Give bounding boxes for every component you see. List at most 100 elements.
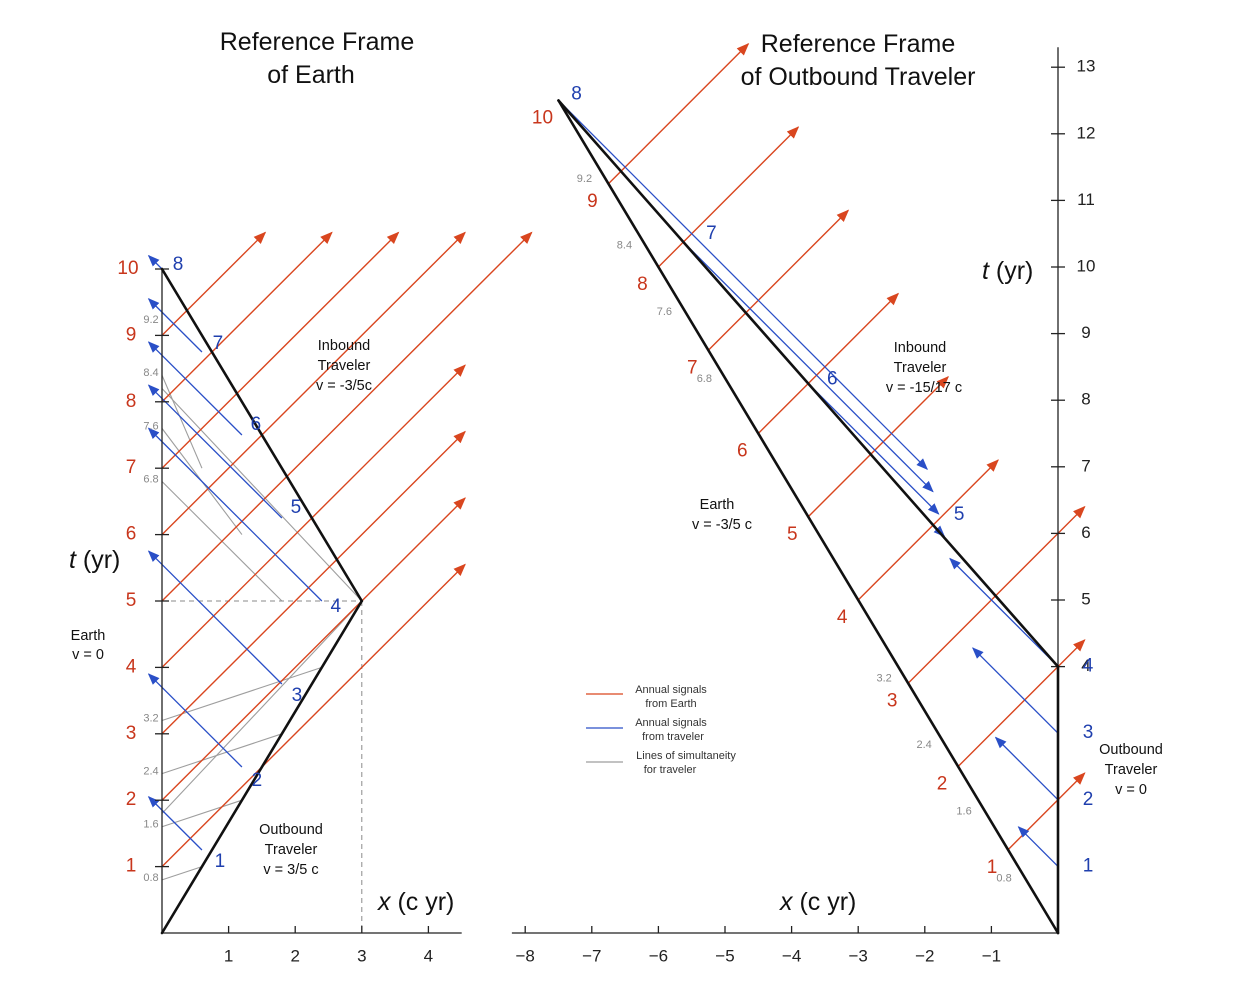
- earth-year-label: 2: [937, 774, 948, 795]
- left-labels: 1 2 3 4 1 2 3 4 5 6 7 8 9 10 1 2 3 4 5 6 7 8 0.8 1.6 2.4 3.2 6.8 7.…: [117, 254, 433, 965]
- x-tick-label: 3: [357, 946, 366, 965]
- right-traveler-signals: [558, 100, 1059, 867]
- simultaneity-label: 9.2: [577, 173, 592, 185]
- traveler-year-label: 5: [954, 504, 965, 525]
- simultaneity-label: 2.4: [916, 739, 931, 751]
- traveler-year-label: 6: [827, 369, 838, 390]
- earth-signal-arrow: [957, 639, 1086, 767]
- earth-year-label: 4: [126, 656, 137, 677]
- x-tick-label: −2: [915, 946, 934, 965]
- legend-label-traveler-2: from traveler: [642, 731, 704, 743]
- legend-label-simultaneity-2: for traveler: [644, 764, 697, 776]
- traveler-year-label: 4: [1083, 656, 1094, 677]
- earth-year-label: 3: [887, 690, 898, 711]
- earth-frame-panel: 1 2 3 4 1 2 3 4 5 6 7 8 9 10 1 2 3 4 5 6 7 8 0.8 1.6 2.4 3.2 6.8 7.…: [69, 28, 533, 965]
- earth-signal-arrow: [1007, 772, 1086, 851]
- traveler-signal-arrow: [682, 241, 934, 493]
- inbound-worldline: [160, 267, 364, 603]
- left-x-axis-label: x (c yr): [377, 888, 454, 916]
- earth-year-label: 3: [126, 723, 137, 744]
- right-worldlines: [557, 99, 1060, 935]
- traveler-year-label: 2: [252, 770, 263, 791]
- left-inbound-note-1: Inbound: [318, 338, 370, 354]
- right-x-axis-label: x (c yr): [779, 888, 856, 916]
- earth-signal-arrow: [707, 209, 850, 351]
- traveler-signal-arrow: [994, 736, 1059, 801]
- traveler-year-label: 7: [706, 223, 717, 244]
- x-tick-label: −3: [849, 946, 868, 965]
- t-tick-label: 9: [1081, 323, 1090, 342]
- right-earth-note-1: Earth: [700, 497, 735, 513]
- traveler-signal-arrow: [147, 550, 283, 685]
- simultaneity-label: 3.2: [877, 673, 892, 685]
- earth-year-label: 5: [126, 590, 137, 611]
- traveler-year-label: 7: [213, 333, 224, 354]
- simultaneity-line: [161, 666, 323, 722]
- earth-year-label: 1: [987, 857, 998, 878]
- left-outbound-note-1: Outbound: [259, 822, 323, 838]
- traveler-signal-arrow: [147, 298, 203, 353]
- left-earth-note-2: v = 0: [72, 647, 104, 663]
- traveler-signal-arrow: [972, 647, 1059, 734]
- left-earth-note-1: Earth: [71, 628, 106, 644]
- earth-signal-arrow: [161, 231, 333, 403]
- traveler-year-label: 1: [1083, 855, 1094, 876]
- simultaneity-label: 6.8: [697, 373, 712, 385]
- legend: Annual signals from Earth Annual signals…: [586, 684, 736, 776]
- simultaneity-label: 8.4: [617, 240, 632, 252]
- earth-year-label: 8: [637, 274, 648, 295]
- earth-signal-arrow: [657, 126, 800, 268]
- earth-signal-arrow: [161, 497, 466, 801]
- earth-year-label: 1: [126, 856, 137, 877]
- earth-signal-arrow: [161, 231, 466, 536]
- right-title-line-1: Reference Frame: [761, 30, 956, 58]
- left-axes: [155, 268, 462, 934]
- left-inbound-note-2: Traveler: [318, 358, 371, 374]
- simultaneity-label: 3.2: [143, 712, 158, 724]
- traveler-year-label: 1: [215, 851, 226, 872]
- simultaneity-line: [161, 866, 203, 881]
- right-axes: [511, 47, 1065, 934]
- earth-year-label: 7: [687, 357, 698, 378]
- right-t-axis-label: t (yr): [982, 257, 1033, 285]
- legend-label-simultaneity-1: Lines of simultaneity: [636, 750, 736, 762]
- right-outbound-note-2: Traveler: [1105, 762, 1158, 778]
- x-tick-label: −6: [649, 946, 668, 965]
- earth-signal-arrow: [161, 563, 466, 868]
- traveler-year-label: 6: [251, 414, 262, 435]
- simultaneity-label: 8.4: [143, 367, 158, 379]
- simultaneity-label: 6.8: [143, 473, 158, 485]
- traveler-signal-arrow: [1017, 826, 1059, 867]
- simultaneity-label: 1.6: [143, 819, 158, 831]
- earth-year-label: 8: [126, 391, 137, 412]
- simultaneity-label: 9.2: [143, 314, 158, 326]
- earth-signal-arrow: [161, 231, 267, 336]
- t-tick-label: 6: [1081, 523, 1090, 542]
- right-outbound-note-3: v = 0: [1115, 782, 1147, 798]
- right-title-line-2: of Outbound Traveler: [741, 63, 976, 91]
- left-worldlines: [160, 267, 364, 935]
- right-outbound-note-1: Outbound: [1099, 742, 1163, 758]
- t-tick-label: 7: [1081, 456, 1090, 475]
- x-tick-label: −8: [516, 946, 535, 965]
- traveler-year-label: 5: [291, 497, 302, 518]
- traveler-signal-arrow: [147, 796, 203, 851]
- earth-signal-arrow: [161, 231, 533, 602]
- legend-label-earth-2: from Earth: [645, 698, 696, 710]
- simultaneity-label: 7.6: [143, 420, 158, 432]
- simultaneity-line: [161, 733, 283, 775]
- earth-year-label: 5: [787, 524, 798, 545]
- simultaneity-line: [161, 388, 363, 602]
- left-inbound-note-3: v = -3/5c: [316, 378, 372, 394]
- simultaneity-label: 1.6: [956, 806, 971, 818]
- earth-signal-arrow: [607, 42, 750, 185]
- earth-year-label: 10: [117, 258, 138, 279]
- earth-year-label: 9: [587, 191, 598, 212]
- x-tick-label: 1: [224, 946, 233, 965]
- left-title-line-1: Reference Frame: [220, 28, 415, 56]
- right-earth-note-2: v = -3/5 c: [692, 517, 752, 533]
- x-tick-label: −7: [582, 946, 601, 965]
- simultaneity-label: 2.4: [143, 766, 158, 778]
- x-tick-label: −5: [715, 946, 734, 965]
